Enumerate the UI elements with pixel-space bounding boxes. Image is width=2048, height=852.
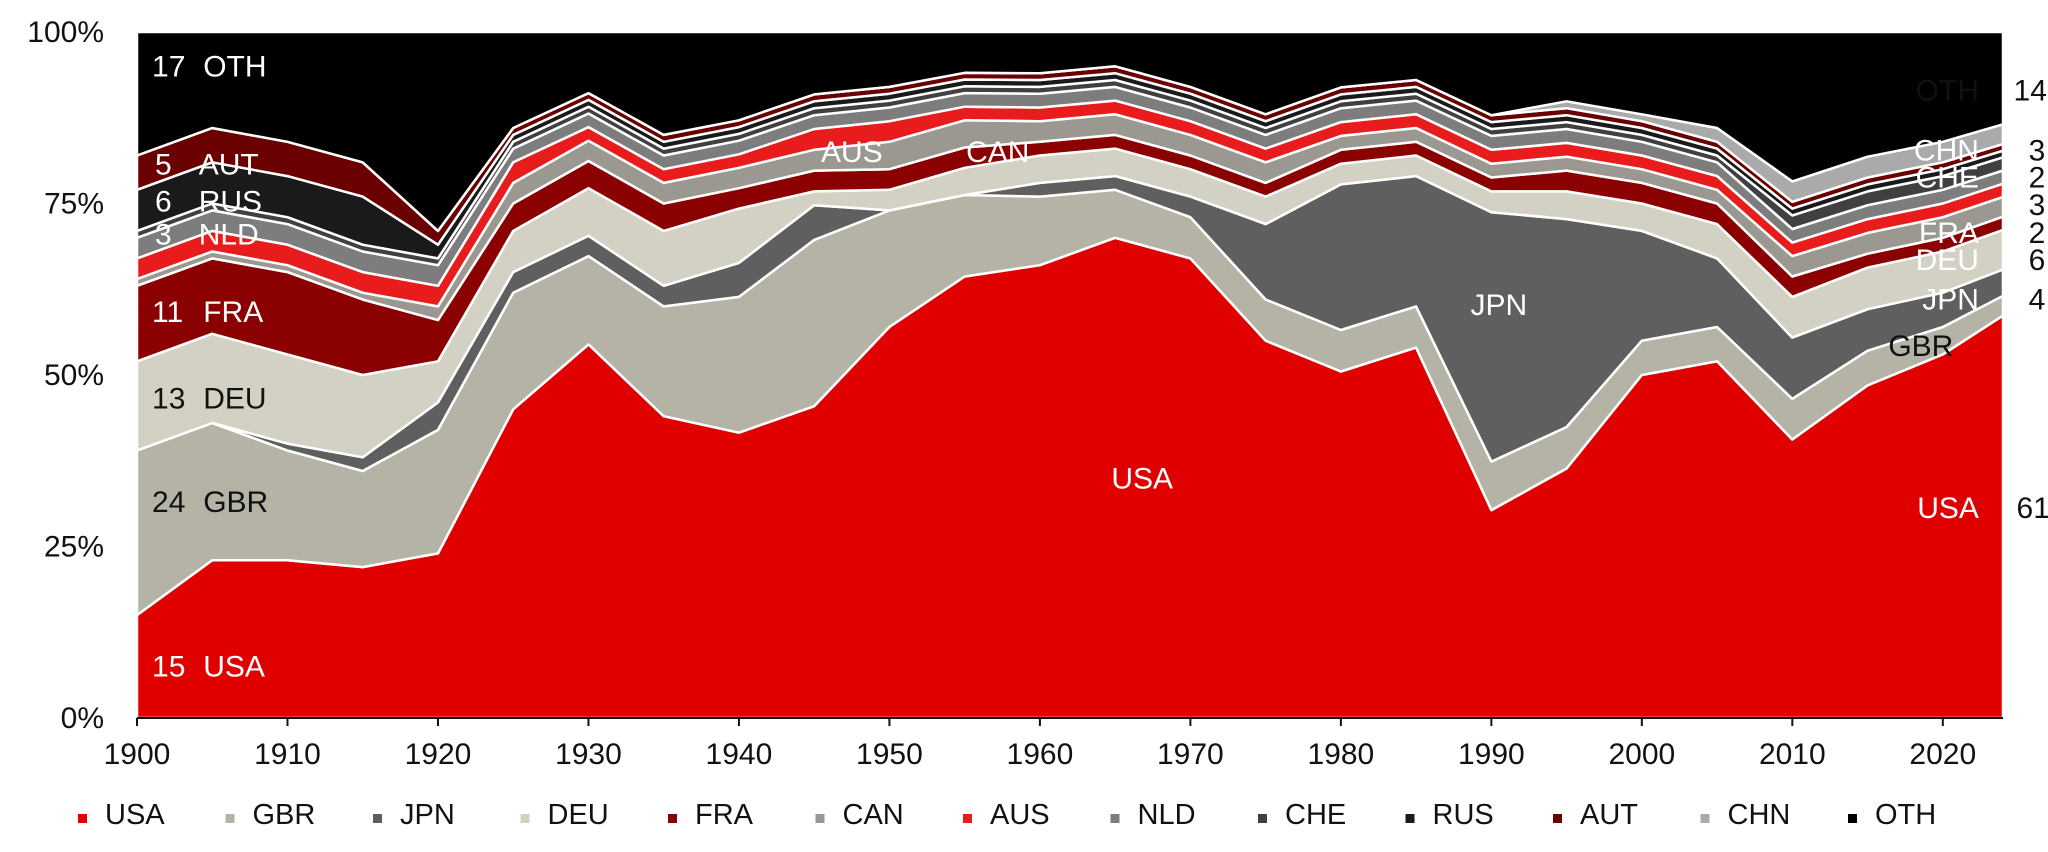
x-tick-label: 1940: [706, 738, 773, 771]
annotation-oth: OTH: [1916, 74, 1979, 107]
x-tick-label: 2010: [1759, 738, 1826, 771]
legend-label-oth: OTH: [1875, 799, 1936, 831]
legend-label-jpn: JPN: [400, 799, 455, 831]
legend-swatch-can: [815, 814, 825, 823]
x-tick-label: 1980: [1307, 738, 1374, 771]
x-tick-label: 1950: [856, 738, 923, 771]
legend-label-usa: USA: [105, 799, 165, 831]
legend: USA GBR JPN DEU FRA CAN AUS NLD CHE RUS AUT CHN OTH: [78, 799, 1936, 831]
annotation-fra: FRA: [203, 296, 263, 329]
area-series-group: [135, 30, 2005, 720]
x-tick-label: 2020: [1909, 738, 1976, 771]
legend-label-deu: DEU: [548, 799, 609, 831]
y-tick-label: 25%: [44, 531, 104, 564]
annotation-gbr: GBR: [203, 486, 268, 519]
y-tick-label: 0%: [61, 702, 104, 735]
annotation-deu: DEU: [203, 382, 266, 415]
annotation-usa: USA: [1917, 492, 1979, 525]
annotation-4: 4: [2029, 284, 2046, 317]
annotation-rus: RUS: [199, 185, 262, 218]
annotation-fra: FRA: [1919, 217, 1979, 250]
x-tick-label: 1930: [555, 738, 622, 771]
annotation-oth: OTH: [203, 50, 266, 83]
annotation-11: 11: [152, 296, 183, 329]
legend-swatch-gbr: [225, 814, 235, 823]
annotation-3: 3: [2029, 189, 2046, 222]
annotation-can: CAN: [966, 136, 1029, 169]
x-tick-label: 1900: [104, 738, 171, 771]
legend-label-can: CAN: [843, 799, 904, 831]
legend-label-gbr: GBR: [253, 799, 316, 831]
x-tick-label: 2000: [1608, 738, 1675, 771]
axes-group: 0% 25% 50% 75% 100% 1900 1910 1920 1930 1940 1950 1…: [27, 16, 2003, 771]
legend-label-aut: AUT: [1580, 799, 1638, 831]
annotation-3: 3: [2029, 135, 2046, 168]
legend-swatch-oth: [1848, 814, 1857, 823]
annotation-17: 17: [152, 50, 185, 83]
annotation-6: 6: [155, 185, 172, 218]
legend-swatch-usa: [78, 814, 87, 823]
annotation-usa: USA: [1111, 463, 1173, 496]
legend-label-aus: AUS: [990, 799, 1050, 831]
annotation-chn: CHN: [1914, 135, 1979, 168]
annotation-5: 5: [155, 148, 172, 181]
annotation-61: 61: [2017, 492, 2048, 525]
legend-swatch-fra: [668, 814, 677, 823]
y-tick-label: 100%: [27, 16, 104, 49]
annotation-aut: AUT: [199, 148, 259, 181]
x-tick-label: 1920: [405, 738, 472, 771]
x-tick-label: 1970: [1157, 738, 1224, 771]
legend-swatch-nld: [1110, 814, 1120, 823]
annotation-deu: DEU: [1916, 244, 1979, 277]
legend-swatch-aut: [1553, 814, 1562, 823]
annotation-6: 6: [2029, 244, 2046, 277]
annotation-2: 2: [2029, 217, 2046, 250]
legend-swatch-aus: [963, 814, 972, 823]
y-tick-label: 75%: [44, 188, 104, 221]
annotation-aus: AUS: [821, 136, 883, 169]
legend-swatch-chn: [1700, 814, 1710, 823]
annotation-nld: NLD: [199, 218, 259, 251]
legend-swatch-che: [1258, 814, 1267, 823]
x-tick-label: 1910: [254, 738, 321, 771]
legend-label-che: CHE: [1285, 799, 1346, 831]
y-tick-label: 50%: [44, 359, 104, 392]
x-tick-label: 1990: [1458, 738, 1525, 771]
legend-label-rus: RUS: [1433, 799, 1494, 831]
legend-label-chn: CHN: [1728, 799, 1791, 831]
legend-swatch-rus: [1405, 814, 1415, 823]
annotation-usa: USA: [203, 651, 265, 684]
annotation-jpn: JPN: [1922, 284, 1979, 317]
annotation-2: 2: [2029, 161, 2046, 194]
legend-label-nld: NLD: [1138, 799, 1196, 831]
legend-swatch-deu: [520, 814, 530, 823]
legend-label-fra: FRA: [695, 799, 754, 831]
annotation-gbr: GBR: [1888, 330, 1953, 363]
area-oth: [135, 30, 2005, 233]
annotation-jpn: JPN: [1471, 289, 1528, 322]
annotation-14: 14: [2014, 74, 2047, 107]
annotation-che: CHE: [1916, 161, 1979, 194]
annotation-13: 13: [152, 382, 185, 415]
legend-swatch-jpn: [373, 814, 382, 823]
annotation-24: 24: [152, 486, 185, 519]
x-tick-label: 1960: [1007, 738, 1074, 771]
annotation-15: 15: [152, 651, 185, 684]
annotation-3: 3: [155, 218, 172, 251]
